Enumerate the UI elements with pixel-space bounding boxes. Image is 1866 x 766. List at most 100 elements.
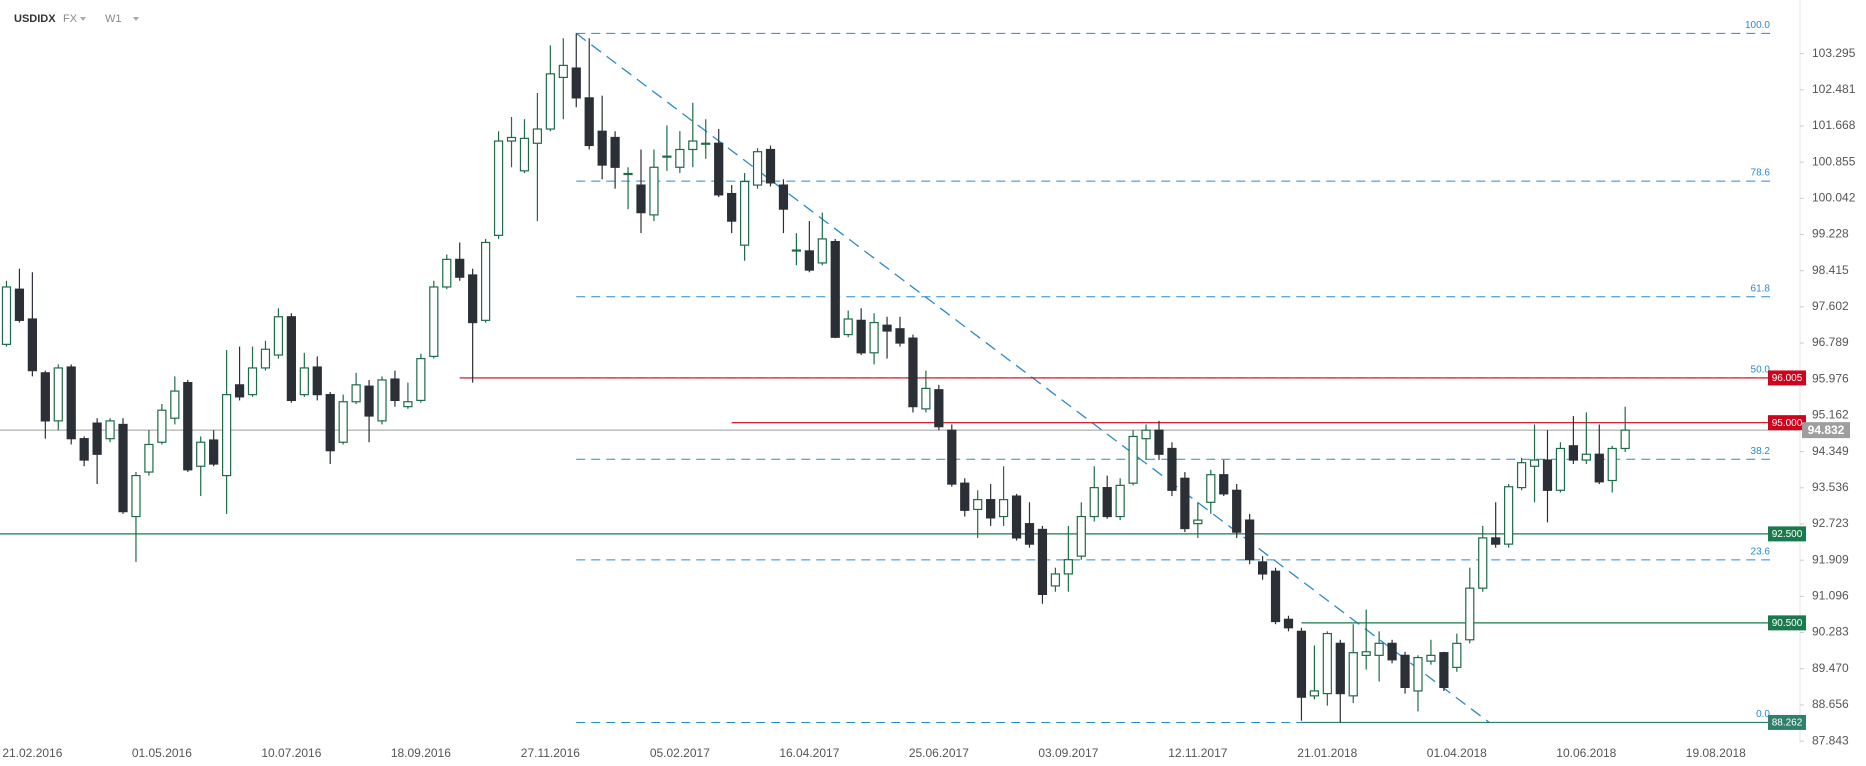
candle-body	[895, 328, 905, 344]
candle-body	[196, 441, 206, 467]
x-tick-label: 25.06.2017	[909, 746, 969, 760]
x-tick-label: 27.11.2016	[521, 746, 580, 760]
candle-body	[493, 140, 504, 236]
y-tick-label: 102.481	[1812, 82, 1856, 96]
candle-body	[403, 401, 413, 408]
candle-body	[209, 439, 219, 465]
candle-body	[817, 238, 827, 264]
candle-body	[1063, 559, 1073, 575]
candle-body	[1529, 459, 1540, 467]
fib-level-label: 38.2	[1751, 446, 1771, 457]
candle-body	[53, 367, 63, 422]
candle-body	[1504, 486, 1514, 545]
price-level-badge-text: 88.262	[1772, 718, 1803, 729]
candle-body	[869, 321, 879, 354]
x-tick-label: 21.01.2018	[1297, 746, 1357, 760]
candle-body	[714, 142, 724, 196]
candle-body	[636, 184, 646, 214]
x-tick-label: 16.04.2017	[779, 746, 839, 760]
candle-body	[1115, 484, 1125, 518]
y-tick-label: 100.042	[1812, 191, 1856, 205]
price-level-badge	[1768, 526, 1806, 542]
candle-body	[1128, 435, 1138, 484]
price-level-badge	[1768, 370, 1806, 386]
candle-body	[1361, 651, 1371, 656]
symbol[interactable]: USDIDX	[14, 13, 56, 25]
timeframe-dropdown-arrow[interactable]	[133, 17, 139, 21]
candle-body	[1, 286, 12, 345]
candle-body	[1206, 474, 1216, 503]
line-layer: 100.0 78.6 61.8 50.0 38.2 23.6 0.0	[0, 0, 1801, 743]
candle-body	[131, 475, 141, 518]
candle-body	[1283, 618, 1294, 629]
candle-body	[325, 394, 335, 452]
candle-body	[79, 438, 89, 461]
candle-body	[662, 155, 672, 158]
candle-body	[1620, 429, 1630, 450]
candle-body	[144, 443, 154, 473]
x-tick-label: 01.04.2018	[1427, 746, 1487, 760]
candle-body	[1426, 654, 1436, 662]
candle-body	[1257, 561, 1268, 575]
fib-level-label: 78.6	[1751, 168, 1771, 179]
market[interactable]: FX	[63, 13, 78, 25]
candle-body	[856, 319, 866, 354]
y-tick-label: 100.855	[1812, 154, 1856, 168]
candle-body	[610, 136, 620, 168]
candle-body	[1581, 453, 1591, 461]
y-tick-label: 103.295	[1812, 46, 1856, 60]
last-price-badge-text: 94.832	[1808, 423, 1845, 437]
candle-body	[1270, 570, 1281, 623]
candle-body	[1309, 690, 1320, 697]
fib-level-label: 100.0	[1745, 20, 1770, 31]
candle-body	[1193, 519, 1203, 525]
timeframe[interactable]: W1	[105, 13, 122, 25]
candle-body	[364, 385, 374, 417]
price-level-badge-text: 92.500	[1772, 529, 1803, 540]
candle-body	[558, 64, 568, 79]
y-tick-label: 94.349	[1812, 444, 1849, 458]
candle-body	[1439, 652, 1449, 688]
x-tick-label: 03.09.2017	[1038, 746, 1098, 760]
candle-body	[1335, 642, 1345, 695]
price-level-badge-text: 95.000	[1772, 418, 1803, 429]
candle-body	[1555, 447, 1566, 491]
candle-body	[1232, 489, 1242, 533]
candle-body	[597, 130, 607, 166]
y-tick-label: 98.415	[1812, 263, 1849, 277]
candle-body	[416, 357, 426, 402]
candle-body	[1180, 477, 1190, 530]
candle-body	[986, 499, 996, 519]
candle-body	[170, 390, 180, 419]
candle-body	[1322, 632, 1332, 695]
y-tick-label: 90.283	[1812, 625, 1849, 639]
candle-body	[675, 148, 685, 168]
candle-body	[584, 97, 594, 147]
candle-body	[1154, 429, 1164, 455]
price-level-badge-text: 96.005	[1772, 373, 1803, 384]
candle-body	[1478, 537, 1488, 589]
candle-body	[260, 348, 271, 369]
y-tick-label: 91.909	[1812, 552, 1849, 566]
price-level-badge	[1768, 615, 1806, 631]
candle-body	[998, 499, 1009, 518]
candle-body	[1607, 447, 1617, 482]
candle-body	[66, 366, 76, 440]
candle-body	[27, 318, 37, 372]
candle-body	[532, 128, 543, 144]
candle-body	[791, 249, 802, 252]
x-tick-label: 10.07.2016	[261, 746, 321, 760]
candle-body	[247, 367, 258, 396]
candle-body	[1387, 642, 1397, 661]
candle-body	[273, 316, 284, 356]
candle-body	[1594, 453, 1604, 483]
y-tick-label: 92.723	[1812, 516, 1849, 530]
market-dropdown-arrow[interactable]	[80, 17, 86, 21]
candle-body	[92, 422, 102, 455]
candle-body	[1024, 523, 1035, 545]
candle-body	[1491, 537, 1501, 545]
price-level-badge-text: 90.500	[1772, 618, 1803, 629]
x-tick-label: 21.02.2016	[2, 746, 62, 760]
candle-body	[157, 409, 167, 443]
candle-body	[960, 482, 970, 511]
